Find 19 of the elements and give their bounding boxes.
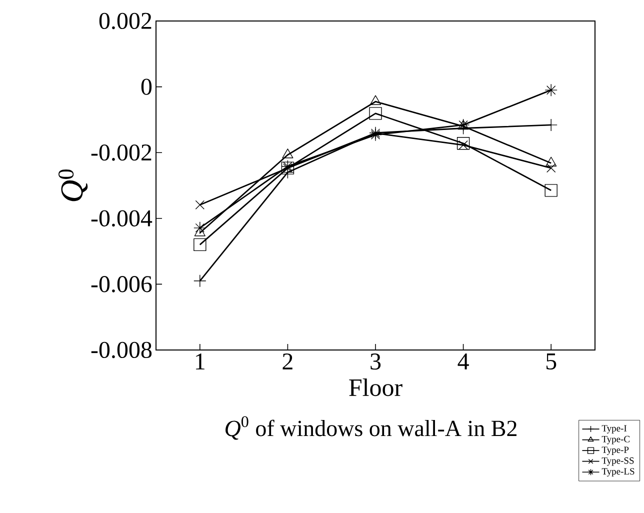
y-tick-label: -0.006 — [91, 276, 152, 292]
legend-label: Type-P — [602, 446, 629, 455]
y-tick-label: -0.004 — [91, 210, 152, 227]
legend-label: Type-I — [602, 425, 627, 434]
x-tick-label: 1 — [196, 354, 204, 370]
text: Q$^{0}$ of windows on wall-A in B2 — [226, 416, 516, 440]
y-tick-label: -0.008 — [91, 342, 152, 358]
x-axis-title: Floor — [349, 378, 402, 396]
legend-label: Type-SS — [602, 457, 634, 466]
y-tick-label: 0 — [141, 78, 152, 95]
legend-label: Type-LS — [602, 468, 634, 477]
x-tick-label: 3 — [370, 354, 381, 370]
legend-label: Type-C — [602, 436, 630, 444]
x-tick-label: 2 — [282, 354, 292, 370]
y-tick-label: 0.002 — [99, 12, 152, 30]
x-tick-label: 5 — [546, 354, 556, 370]
y-tick-label: -0.002 — [91, 144, 152, 161]
y-axis-title: Q$^{0}$ — [58, 169, 88, 202]
x-tick-label: 4 — [458, 354, 469, 370]
